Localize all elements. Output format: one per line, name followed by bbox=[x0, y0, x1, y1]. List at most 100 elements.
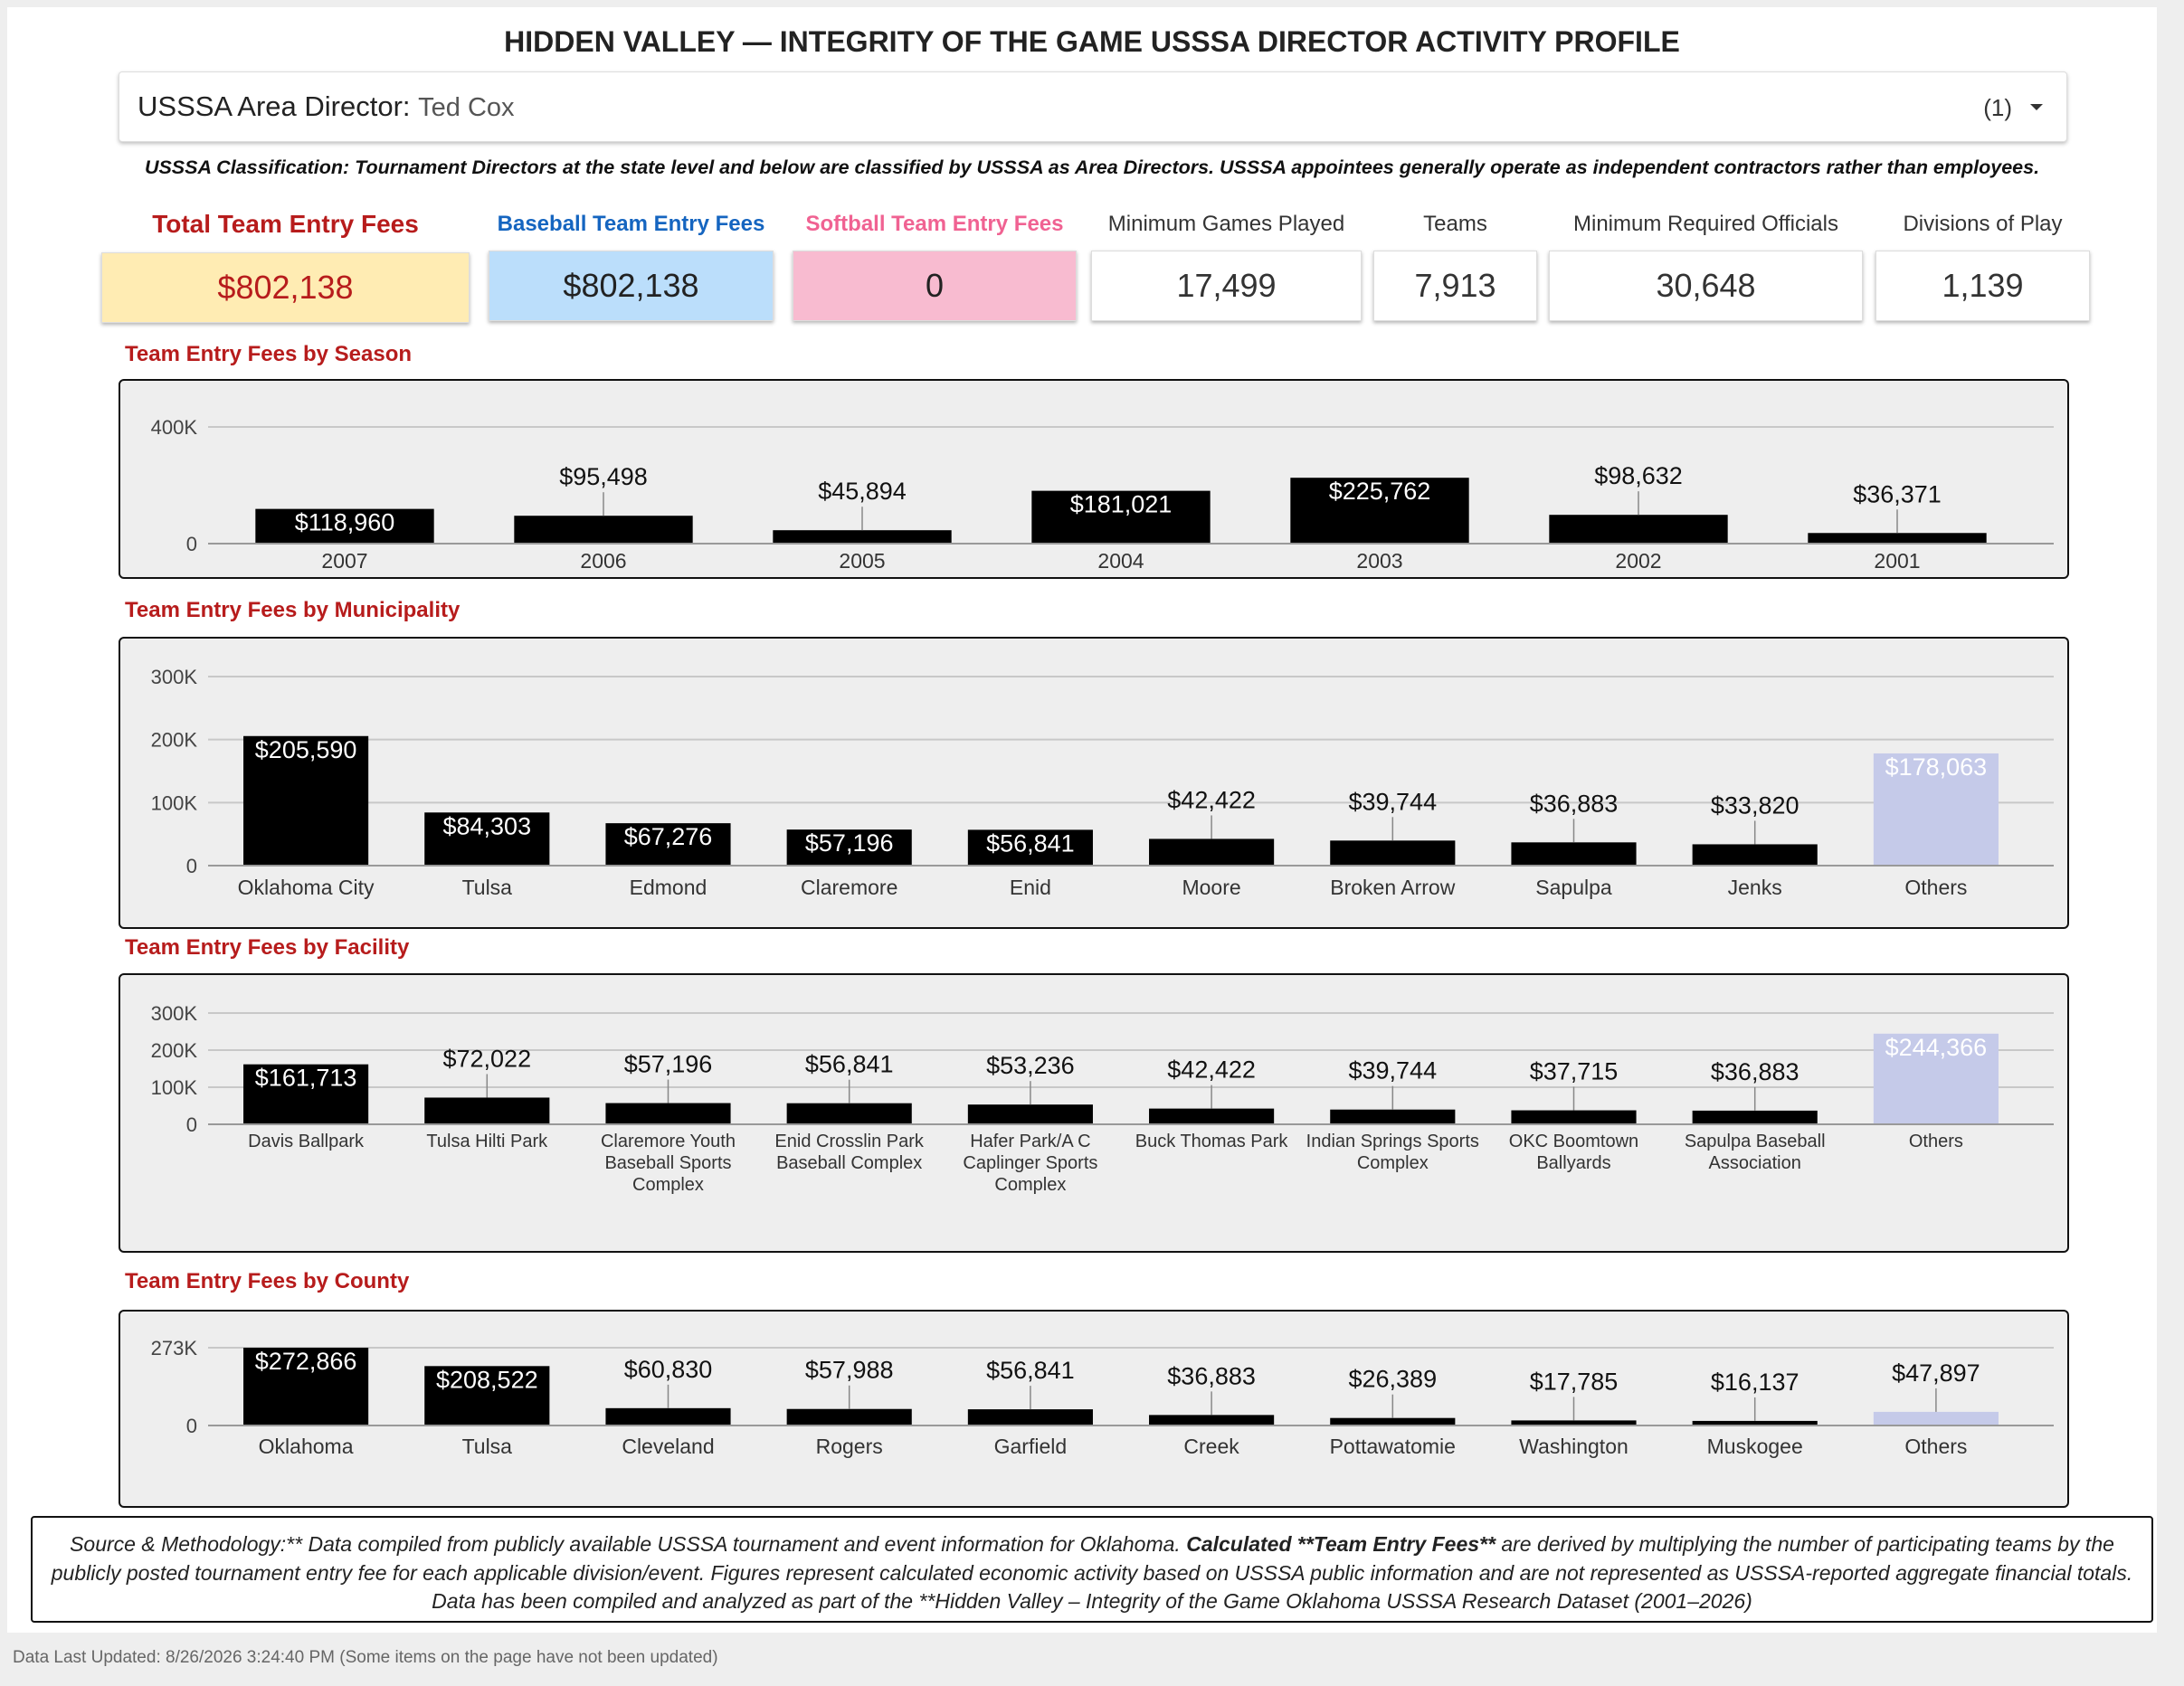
bar bbox=[1692, 844, 1818, 866]
bar bbox=[1511, 842, 1637, 866]
x-tick-label: Hafer Park/A C Caplinger Sports Complex bbox=[963, 1132, 1098, 1195]
kpi-label: Baseball Team Entry Fees bbox=[497, 212, 765, 236]
data-label: $26,389 bbox=[1348, 1366, 1437, 1393]
x-tick-label: Washington bbox=[1519, 1435, 1629, 1458]
bar bbox=[1692, 1420, 1818, 1426]
bar bbox=[1549, 515, 1728, 544]
bar bbox=[786, 829, 912, 866]
x-tick-label: Claremore Youth Baseball Sports Complex bbox=[600, 1132, 736, 1195]
classification-note: USSSA Classification: Tournament Directo… bbox=[144, 156, 2040, 178]
y-tick-label: 200K bbox=[151, 729, 198, 752]
kpi-label: Minimum Required Officials bbox=[1573, 212, 1838, 236]
data-label: $57,196 bbox=[624, 1051, 713, 1078]
data-label: $47,897 bbox=[1892, 1359, 1980, 1387]
data-label: $57,196 bbox=[805, 829, 894, 857]
data-label: $33,820 bbox=[1711, 791, 1799, 819]
x-tick-label: 2003 bbox=[1356, 549, 1403, 573]
chart-svg: 0 273K $272,866 $208,522 $60,830 $57,988 $56,8… bbox=[151, 1337, 2054, 1437]
bar bbox=[255, 508, 434, 544]
director-filter[interactable]: USSSA Area Director: Ted Cox (1) bbox=[119, 71, 2067, 142]
x-tick-label: OKC Boomtown Ballyards bbox=[1508, 1132, 1639, 1173]
y-tick-label: 0 bbox=[186, 1415, 197, 1437]
x-tick-label: Others bbox=[1908, 1132, 1963, 1151]
data-label: $36,883 bbox=[1167, 1362, 1256, 1389]
x-tick-label: Claremore bbox=[801, 876, 898, 899]
x-tick-label: Sapulpa bbox=[1535, 876, 1612, 899]
data-label: $56,841 bbox=[986, 829, 1075, 857]
bar bbox=[773, 530, 952, 544]
footer-text: are derived by multiplying the number of… bbox=[51, 1532, 2133, 1614]
chart-svg: 0 100K 200K 300K $205,590 $84,303 $67,276 $57,1… bbox=[151, 666, 2054, 877]
x-tick-label: Moore bbox=[1182, 876, 1241, 899]
filter-label: USSSA Area Director: bbox=[138, 90, 411, 122]
y-tick-label: 300K bbox=[151, 1002, 198, 1025]
x-tick-label: Oklahoma City bbox=[237, 876, 375, 899]
filter-value: Ted Cox bbox=[418, 93, 515, 122]
data-label: $36,371 bbox=[1853, 480, 1942, 507]
x-tick-label: Enid Crosslin Park Baseball Complex bbox=[774, 1132, 924, 1173]
bar bbox=[1149, 1415, 1275, 1426]
x-tick-label: Others bbox=[1904, 876, 1968, 899]
kpi-value: 30,648 bbox=[1549, 251, 1863, 321]
x-tick-label: Tulsa Hilti Park bbox=[426, 1132, 548, 1151]
x-tick-label: Creek bbox=[1183, 1435, 1239, 1458]
bar bbox=[1873, 753, 1999, 866]
x-tick-label: 2001 bbox=[1874, 549, 1921, 573]
bar bbox=[967, 829, 1093, 866]
bar bbox=[1873, 1033, 1999, 1124]
bar bbox=[1511, 1110, 1637, 1124]
data-label: $36,883 bbox=[1711, 1058, 1799, 1085]
kpi-value: $802,138 bbox=[101, 252, 470, 323]
dropdown-caret bbox=[2030, 104, 2043, 110]
bar bbox=[1808, 533, 1987, 544]
data-label: $57,988 bbox=[805, 1357, 894, 1384]
bar bbox=[243, 1064, 369, 1124]
data-label: $181,021 bbox=[1070, 491, 1173, 518]
chart-title: Team Entry Fees by Municipality bbox=[125, 598, 461, 622]
x-tick-label: 2006 bbox=[580, 549, 627, 573]
kpi-label: Divisions of Play bbox=[1903, 212, 2063, 236]
x-tick-label: Tulsa bbox=[461, 876, 512, 899]
x-tick-label: Broken Arrow bbox=[1330, 876, 1456, 899]
x-tick-label: 2004 bbox=[1097, 549, 1144, 573]
bar bbox=[786, 1103, 912, 1124]
kpi-label: Minimum Games Played bbox=[1107, 212, 1345, 236]
x-tick-label: Pottawatomie bbox=[1329, 1435, 1456, 1458]
x-tick-label: Edmond bbox=[629, 876, 707, 899]
bar bbox=[605, 1103, 731, 1124]
x-tick-label: Jenks bbox=[1727, 876, 1782, 899]
y-tick-label: 100K bbox=[151, 1076, 198, 1099]
chart-title: Team Entry Fees by Season bbox=[125, 342, 413, 366]
last-updated: Data Last Updated: 8/26/2026 3:24:40 PM … bbox=[13, 1648, 718, 1667]
data-label: $45,894 bbox=[818, 478, 907, 505]
data-label: $60,830 bbox=[624, 1356, 713, 1383]
x-tick-label: Davis Ballpark bbox=[248, 1132, 364, 1151]
bar bbox=[1692, 1110, 1818, 1124]
filter-count: (1) bbox=[1983, 94, 2012, 121]
data-label: $118,960 bbox=[295, 509, 395, 536]
chart-panel: 0 100K 200K 300K $205,590 $84,303 $67,276 $57,1… bbox=[119, 637, 2069, 929]
bar bbox=[424, 812, 550, 866]
footer-bold: Calculated **Team Entry Fees** bbox=[1186, 1532, 1496, 1556]
x-tick-label: Tulsa bbox=[461, 1435, 512, 1458]
bar bbox=[1031, 490, 1211, 544]
bar bbox=[967, 1409, 1093, 1426]
data-label: $205,590 bbox=[255, 736, 357, 763]
bar bbox=[1149, 1108, 1275, 1124]
x-tick-label: Cleveland bbox=[622, 1435, 715, 1458]
bar bbox=[1330, 1417, 1456, 1426]
data-label: $178,063 bbox=[1885, 753, 1988, 781]
chart-svg: 0 400K $118,960 $95,498 $45,894 $181,021 $225,… bbox=[151, 416, 2054, 555]
kpi-label: Softball Team Entry Fees bbox=[805, 212, 1064, 236]
x-tick-label: Enid bbox=[1009, 876, 1051, 899]
data-label: $37,715 bbox=[1530, 1058, 1619, 1085]
bar bbox=[243, 1348, 369, 1426]
data-label: $98,632 bbox=[1594, 462, 1683, 489]
y-tick-label: 200K bbox=[151, 1039, 198, 1062]
data-label: $208,522 bbox=[436, 1366, 538, 1393]
page-title: HIDDEN VALLEY — INTEGRITY OF THE GAME US… bbox=[504, 25, 1680, 58]
data-label: $84,303 bbox=[442, 812, 531, 839]
kpi-value: $802,138 bbox=[489, 251, 774, 321]
y-tick-label: 100K bbox=[151, 791, 198, 814]
